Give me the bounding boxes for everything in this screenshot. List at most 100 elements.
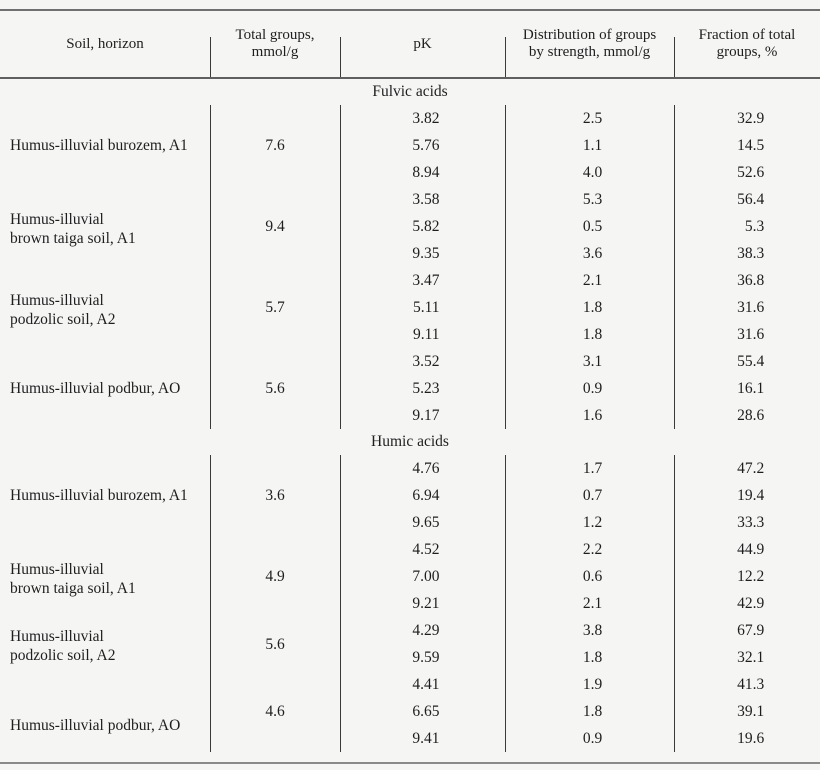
soil-horizon-cell: Humus-illuvial burozem, A1 [0,455,210,536]
total-groups-value: 4.9 [265,568,285,585]
fraction-cell: 55.4 [673,348,820,375]
column-header-total-groups: Total groups, mmol/g [210,10,340,79]
numeric-value: 3.8 [582,621,603,639]
numeric-value: 9.41 [412,729,440,747]
fraction-cell: 39.1 [673,698,820,725]
fraction-cell: 36.8 [673,267,820,294]
numeric-value: 14.5 [737,136,765,154]
distribution-cell: 3.8 [504,617,674,644]
table-row: 9.35 3.6 38.3 [0,240,820,267]
distribution-cell: 3.6 [504,240,674,267]
total-groups-cell: 5.7 [209,267,340,348]
pk-cell: 9.11 [339,321,505,348]
numeric-value: 3.82 [412,109,440,127]
pk-cell: 5.23 [339,375,505,402]
soil-horizon-label: Humus-illuvial burozem, A1 [10,137,188,154]
numeric-value: 4.76 [412,459,440,477]
pk-cell: 5.82 [339,213,505,240]
distribution-cell: 1.1 [504,132,674,159]
distribution-cell: 1.9 [504,671,674,698]
numeric-value: 47.2 [737,459,765,477]
distribution-cell: 2.2 [504,536,674,563]
numeric-value: 4.52 [412,540,440,558]
numeric-value: 16.1 [737,379,765,397]
total-groups-value: 7.6 [265,137,285,154]
soil-horizon-cell: Humus-illuvial burozem, A1 [0,105,210,186]
table-row: Humus-illuvial podbur, AO 4.6 4.41 1.9 41.3 [0,671,820,752]
pk-cell: 8.94 [339,159,505,186]
table-row: 5.82 0.5 5.3 [0,213,820,240]
total-groups-cell: 7.6 [209,105,340,186]
table-row: 5.11 1.8 31.6 [0,294,820,321]
column-header-soil-horizon: Soil, horizon [0,10,210,79]
numeric-value: 8.94 [412,163,440,181]
total-groups-cell: 5.6 [209,617,340,671]
section-title: Humic acids [371,433,449,450]
numeric-value: 3.58 [412,190,440,208]
numeric-value: 42.9 [737,594,765,612]
numeric-value: 5.3 [744,217,765,235]
pk-cell: 5.76 [339,132,505,159]
soil-horizon-cell: Humus-illuvial podzolic soil, A2 [0,617,210,671]
column-header-label: Soil, horizon [66,35,144,52]
soil-horizon-label: Humus-illuvial podzolic soil, A2 [10,628,116,664]
pk-cell: 4.41 [339,671,505,698]
numeric-value: 4.41 [412,675,440,693]
table-row: 7.00 0.6 12.2 [0,563,820,590]
pk-cell: 3.52 [339,348,505,375]
pk-cell: 4.29 [339,617,505,644]
numeric-value: 32.1 [737,648,765,666]
table-row: Humus-illuvial podbur, AO 5.6 3.52 3.1 55.4 [0,348,820,429]
fraction-cell: 47.2 [673,455,820,482]
fraction-cell: 41.3 [673,671,820,698]
numeric-value: 5.82 [412,217,440,235]
distribution-cell: 0.9 [504,375,674,402]
pk-cell: 9.59 [339,644,505,671]
total-groups-cell: 5.6 [209,348,340,429]
total-groups-value: 3.6 [265,487,285,504]
distribution-cell: 0.9 [504,725,674,752]
numeric-value: 3.47 [412,271,440,289]
table-row: 6.94 0.7 19.4 [0,482,820,509]
fraction-cell: 31.6 [673,294,820,321]
table-row: 5.76 1.1 14.5 [0,132,820,159]
fraction-cell: 56.4 [673,186,820,213]
fraction-cell: 16.1 [673,375,820,402]
table-row: 9.59 1.8 32.1 [0,644,820,671]
numeric-value: 31.6 [737,325,765,343]
fraction-cell: 5.3 [673,213,820,240]
fraction-cell: 32.9 [673,105,820,132]
soil-horizon-cell: Humus-illuvial podbur, AO [0,671,210,752]
column-header-label: Total groups, mmol/g [235,27,315,60]
total-groups-cell: 9.4 [209,186,340,267]
total-groups-value: 5.6 [265,635,285,653]
numeric-value: 2.1 [582,594,603,612]
numeric-value: 2.1 [582,271,603,289]
numeric-value: 6.94 [412,486,440,504]
column-header-label: pK [413,35,432,52]
pk-cell: 9.65 [339,509,505,536]
spacer-cell [0,752,820,763]
table-row: 5.23 0.9 16.1 [0,375,820,402]
numeric-value: 5.3 [582,190,603,208]
header-row: Soil, horizon Total groups, mmol/g pK Di… [0,10,820,79]
numeric-value: 0.9 [582,379,603,397]
numeric-value: 1.7 [582,459,603,477]
soil-horizon-label: Humus-illuvial brown taiga soil, A1 [10,210,136,247]
fraction-cell: 42.9 [673,590,820,617]
numeric-value: 7.00 [412,567,440,585]
table-row: 9.41 0.9 19.6 [0,725,820,752]
section-title: Fulvic acids [372,83,448,100]
distribution-cell: 2.1 [504,590,674,617]
pk-cell: 3.47 [339,267,505,294]
total-groups-value: 5.6 [265,380,285,397]
numeric-value: 33.3 [737,513,765,531]
numeric-value: 44.9 [737,540,765,558]
total-groups-value: 5.7 [265,299,285,316]
numeric-value: 9.65 [412,513,440,531]
soil-horizon-label: Humus-illuvial podbur, AO [10,716,181,734]
fraction-cell: 14.5 [673,132,820,159]
total-groups-cell: 4.6 [209,671,340,752]
table-row: Humus-illuvial podzolic soil, A2 5.7 3.47 2… [0,267,820,348]
soil-horizon-cell: Humus-illuvial brown taiga soil, A1 [0,536,210,617]
